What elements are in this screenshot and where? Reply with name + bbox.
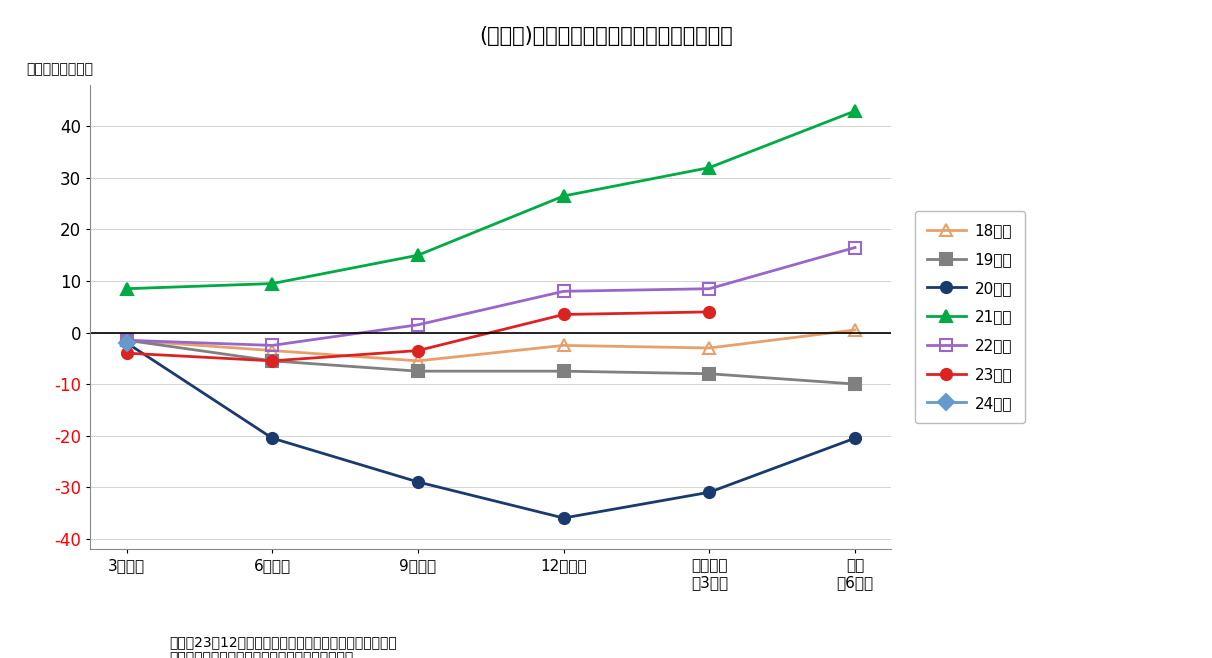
21年度 [265, 280, 280, 288]
19年度 [556, 367, 571, 375]
23年度 [265, 357, 280, 365]
18年度 [702, 344, 716, 352]
Text: (図表８)　経常利益計画（全規模・全産業）: (図表８) 経常利益計画（全規模・全産業） [479, 26, 733, 46]
23年度 [556, 311, 571, 318]
Text: （注）23年12月調査以降は調査対象見直し後の新ベース: （注）23年12月調査以降は調査対象見直し後の新ベース [170, 635, 398, 649]
Line: 22年度: 22年度 [121, 242, 861, 351]
21年度 [119, 285, 133, 293]
22年度 [119, 336, 133, 344]
23年度 [411, 347, 425, 355]
22年度 [556, 288, 571, 295]
19年度 [265, 357, 280, 365]
Text: （資料）日本銀行「全国企業短期経済観測調査」: （資料）日本銀行「全国企業短期経済観測調査」 [170, 651, 354, 658]
19年度 [119, 336, 133, 344]
Line: 23年度: 23年度 [121, 307, 715, 367]
18年度 [556, 342, 571, 349]
18年度 [265, 347, 280, 355]
22年度 [847, 243, 862, 251]
20年度 [702, 488, 716, 496]
19年度 [411, 367, 425, 375]
20年度 [411, 478, 425, 486]
18年度 [119, 336, 133, 344]
20年度 [119, 339, 133, 347]
22年度 [702, 285, 716, 293]
19年度 [847, 380, 862, 388]
23年度 [702, 308, 716, 316]
Line: 21年度: 21年度 [121, 105, 861, 294]
Line: 19年度: 19年度 [121, 335, 861, 390]
23年度 [119, 349, 133, 357]
21年度 [702, 164, 716, 172]
20年度 [556, 514, 571, 522]
22年度 [265, 342, 280, 349]
18年度 [847, 326, 862, 334]
Text: （対前年比、％）: （対前年比、％） [25, 62, 93, 76]
21年度 [847, 107, 862, 115]
Line: 18年度: 18年度 [121, 324, 861, 367]
22年度 [411, 321, 425, 329]
Legend: 18年度, 19年度, 20年度, 21年度, 22年度, 23年度, 24年度: 18年度, 19年度, 20年度, 21年度, 22年度, 23年度, 24年度 [915, 211, 1024, 423]
18年度 [411, 357, 425, 365]
21年度 [411, 251, 425, 259]
19年度 [702, 370, 716, 378]
21年度 [556, 192, 571, 200]
Line: 20年度: 20年度 [121, 338, 861, 524]
20年度 [265, 434, 280, 442]
20年度 [847, 434, 862, 442]
